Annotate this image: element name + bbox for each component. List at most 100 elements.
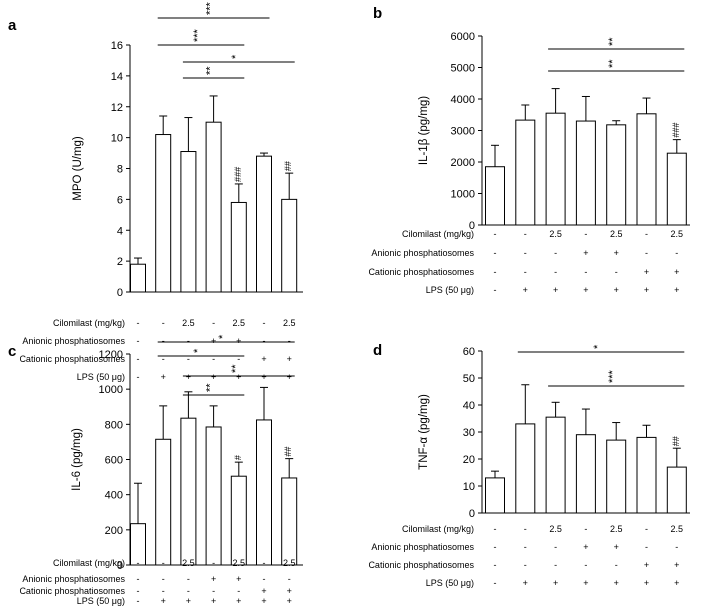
bar	[485, 166, 505, 226]
condition-value: +	[583, 248, 588, 258]
condition-value: +	[614, 578, 619, 588]
condition-value: -	[288, 574, 291, 584]
panel-letter: b	[373, 5, 382, 22]
condition-value: 2.5	[549, 524, 562, 534]
condition-value: -	[554, 542, 557, 552]
condition-value: +	[287, 596, 292, 606]
condition-value: -	[494, 267, 497, 277]
bar	[256, 419, 272, 566]
y-tick-label: 0	[469, 220, 475, 232]
condition-value: +	[161, 596, 166, 606]
significance-star: *	[217, 334, 229, 339]
condition-label: Anionic phosphatiosomes	[22, 336, 125, 346]
condition-value: -	[494, 248, 497, 258]
condition-value: +	[614, 542, 619, 552]
y-tick-label: 30	[463, 427, 475, 439]
condition-value: +	[261, 372, 266, 382]
bar	[230, 201, 247, 293]
significance-hash: #	[233, 455, 243, 460]
condition-value: -	[645, 542, 648, 552]
condition-value: -	[494, 285, 497, 295]
condition-value: +	[583, 542, 588, 552]
bar	[130, 263, 146, 293]
y-tick-label: 0	[117, 560, 123, 572]
condition-label: LPS (50 μg)	[426, 285, 474, 295]
y-tick-label: 4	[117, 225, 123, 237]
condition-value: -	[494, 578, 497, 588]
condition-value: +	[583, 285, 588, 295]
significance-star: *	[192, 348, 204, 353]
y-axis-label: TNF-α (pg/mg)	[418, 394, 430, 470]
condition-label: Cilomilast (mg/kg)	[53, 558, 125, 568]
y-tick-label: 0	[469, 508, 475, 520]
condition-value: -	[162, 586, 165, 596]
significance-star: ***	[205, 1, 217, 15]
condition-value: 2.5	[182, 318, 195, 328]
bar	[515, 119, 536, 226]
condition-value: +	[211, 336, 216, 346]
condition-value: -	[524, 248, 527, 258]
condition-value: +	[261, 596, 266, 606]
condition-value: -	[494, 229, 497, 239]
y-tick-label: 1000	[451, 189, 475, 201]
significance-hash: ##	[283, 447, 293, 457]
bar	[281, 198, 298, 293]
y-tick-label: 10	[463, 481, 475, 493]
condition-value: -	[137, 372, 140, 382]
bar	[256, 155, 272, 293]
y-tick-label: 40	[463, 400, 475, 412]
condition-value: -	[212, 558, 215, 568]
condition-value: -	[137, 336, 140, 346]
y-axis-label: IL-6 (pg/mg)	[71, 428, 83, 491]
condition-value: +	[236, 372, 241, 382]
significance-star: **	[205, 383, 217, 392]
condition-value: -	[212, 586, 215, 596]
y-tick-label: 3000	[451, 126, 475, 138]
bar	[666, 466, 687, 514]
condition-label: Cilomilast (mg/kg)	[402, 524, 474, 534]
y-tick-label: 6	[117, 194, 123, 206]
condition-value: -	[263, 558, 266, 568]
condition-value: +	[236, 574, 241, 584]
significance-hash: ###	[233, 167, 243, 182]
condition-label: Cilomilast (mg/kg)	[402, 229, 474, 239]
y-tick-label: 0	[117, 287, 123, 299]
condition-value: +	[674, 267, 679, 277]
condition-value: -	[615, 560, 618, 570]
significance-hash: ##	[283, 161, 293, 171]
y-tick-label: 12	[111, 102, 123, 114]
bar	[575, 120, 596, 226]
bar	[545, 112, 566, 226]
condition-value: -	[675, 248, 678, 258]
condition-value: +	[674, 578, 679, 588]
y-tick-label: 400	[105, 490, 123, 502]
y-axis-label: MPO (U/mg)	[72, 136, 84, 201]
condition-value: +	[614, 248, 619, 258]
condition-value: -	[524, 267, 527, 277]
y-tick-label: 6000	[451, 31, 475, 43]
condition-value: +	[287, 372, 292, 382]
bar	[666, 152, 687, 226]
significance-star: **	[205, 66, 217, 75]
y-tick-label: 16	[111, 40, 123, 52]
bar	[281, 477, 298, 566]
condition-label: Cilomilast (mg/kg)	[53, 318, 125, 328]
bar	[155, 438, 172, 566]
condition-value: +	[186, 596, 191, 606]
condition-label: Cationic phosphatiosomes	[19, 586, 125, 596]
condition-value: -	[237, 586, 240, 596]
condition-value: -	[137, 574, 140, 584]
condition-value: -	[524, 229, 527, 239]
condition-value: -	[263, 336, 266, 346]
condition-value: +	[161, 372, 166, 382]
condition-value: -	[237, 354, 240, 364]
condition-label: LPS (50 μg)	[426, 578, 474, 588]
condition-value: 2.5	[610, 524, 623, 534]
condition-value: 2.5	[182, 558, 195, 568]
condition-value: 2.5	[283, 558, 296, 568]
condition-value: +	[261, 354, 266, 364]
condition-label: Anionic phosphatiosomes	[371, 542, 474, 552]
condition-value: +	[211, 574, 216, 584]
